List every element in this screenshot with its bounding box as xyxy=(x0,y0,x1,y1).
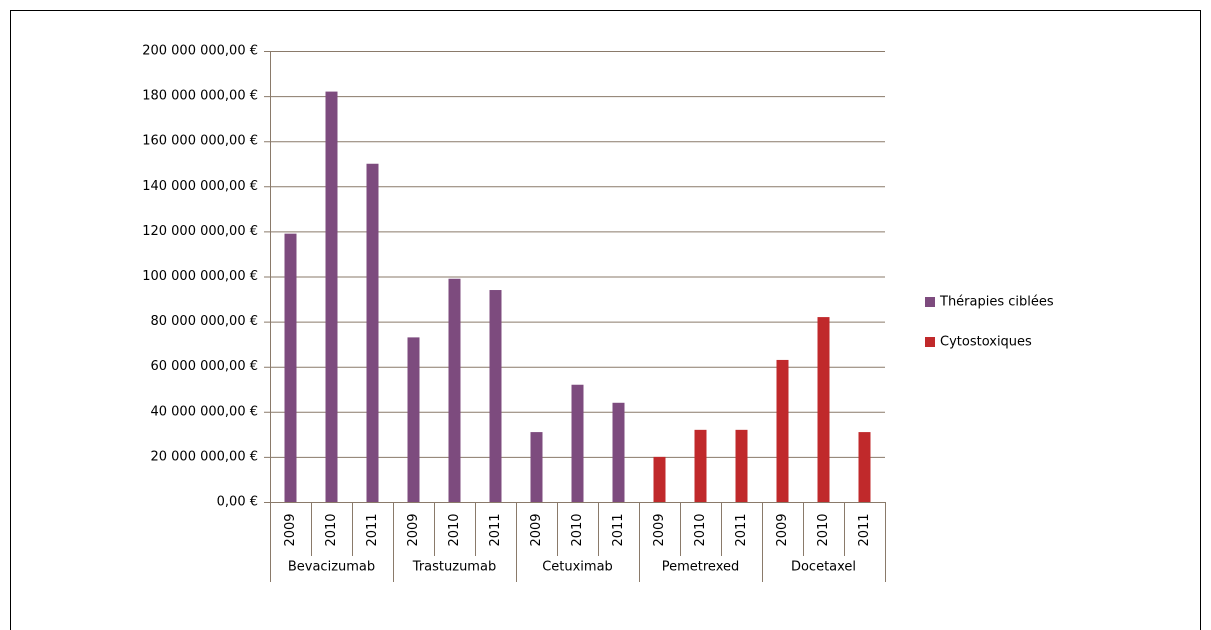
y-tick-label: 100 000 000,00 € xyxy=(142,269,258,284)
legend-swatch xyxy=(925,337,935,347)
bar xyxy=(407,337,420,502)
x-tick-label: 2010 xyxy=(693,513,708,546)
group-label: Pemetrexed xyxy=(662,560,740,575)
bar xyxy=(530,432,543,502)
group-label: Docetaxel xyxy=(791,560,856,575)
legend-label: Thérapies ciblées xyxy=(939,295,1054,310)
group-label: Bevacizumab xyxy=(288,560,375,575)
bar xyxy=(776,359,789,502)
bar xyxy=(694,429,707,502)
bar xyxy=(448,278,461,502)
frame xyxy=(10,10,1201,630)
x-tick-label: 2011 xyxy=(488,513,503,546)
x-tick-label: 2009 xyxy=(529,513,544,546)
y-tick-label: 120 000 000,00 € xyxy=(142,224,258,239)
bar xyxy=(653,456,666,502)
x-tick-label: 2010 xyxy=(816,513,831,546)
bar xyxy=(735,429,748,502)
y-tick-label: 80 000 000,00 € xyxy=(150,314,258,329)
y-tick-label: 40 000 000,00 € xyxy=(150,404,258,419)
bar xyxy=(858,432,871,502)
y-tick-label: 140 000 000,00 € xyxy=(142,179,258,194)
group-label: Cetuximab xyxy=(542,560,613,575)
y-tick-label: 20 000 000,00 € xyxy=(150,449,258,464)
x-tick-label: 2010 xyxy=(570,513,585,546)
group-label: Trastuzumab xyxy=(412,560,496,575)
x-tick-label: 2009 xyxy=(652,513,667,546)
x-tick-label: 2010 xyxy=(324,513,339,546)
legend-swatch xyxy=(925,297,935,307)
y-tick-label: 180 000 000,00 € xyxy=(142,89,258,104)
x-tick-label: 2011 xyxy=(365,513,380,546)
x-tick-label: 2009 xyxy=(775,513,790,546)
legend-label: Cytostoxiques xyxy=(940,335,1032,350)
bar xyxy=(817,317,830,502)
bar xyxy=(489,290,502,502)
bar xyxy=(325,91,338,502)
x-tick-label: 2011 xyxy=(857,513,872,546)
y-tick-label: 60 000 000,00 € xyxy=(150,359,258,374)
y-tick-label: 0,00 € xyxy=(217,495,258,510)
y-tick-label: 200 000 000,00 € xyxy=(142,44,258,59)
y-tick-label: 160 000 000,00 € xyxy=(142,134,258,149)
x-tick-label: 2010 xyxy=(447,513,462,546)
bar xyxy=(612,402,625,502)
bar xyxy=(571,384,584,502)
x-tick-label: 2009 xyxy=(283,513,298,546)
bar xyxy=(366,163,379,502)
x-tick-label: 2011 xyxy=(734,513,749,546)
x-tick-label: 2009 xyxy=(406,513,421,546)
bar xyxy=(284,233,297,502)
x-tick-label: 2011 xyxy=(611,513,626,546)
